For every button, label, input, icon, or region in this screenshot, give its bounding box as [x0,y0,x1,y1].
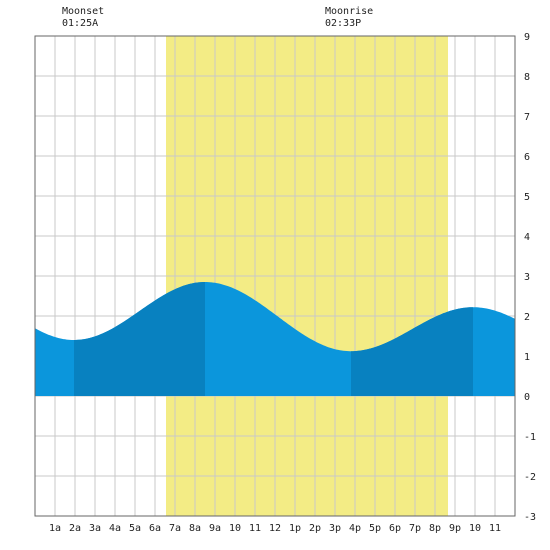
x-tick-label: 10 [229,523,241,534]
moonset-time: 01:25A [62,18,99,29]
y-tick-label: -3 [524,512,536,523]
x-tick-label: 11 [249,523,261,534]
moonset-title: Moonset [62,6,105,17]
x-tick-label: 6a [149,523,161,534]
x-tick-label: 3a [89,523,101,534]
x-tick-label: 7a [169,523,181,534]
x-tick-label: 4a [109,523,121,534]
y-tick-label: 9 [524,32,530,43]
x-tick-label: 9p [449,523,461,534]
y-tick-label: 0 [524,392,530,403]
y-tick-label: 8 [524,72,530,83]
y-tick-label: 7 [524,112,530,123]
y-tick-label: 2 [524,312,530,323]
x-tick-label: 5p [369,523,381,534]
x-tick-label: 2a [69,523,81,534]
x-tick-label: 8a [189,523,201,534]
tide-rising-band [351,307,473,396]
y-tick-label: 6 [524,152,530,163]
y-tick-label: 3 [524,272,530,283]
x-tick-label: 12 [269,523,281,534]
plot-frame [34,35,516,517]
x-tick-label: 6p [389,523,401,534]
y-tick-label: 1 [524,352,530,363]
moonrise-time: 02:33P [325,18,362,29]
y-tick-label: -1 [524,432,536,443]
y-tick-label: 4 [524,232,530,243]
x-tick-label: 11 [489,523,501,534]
y-tick-label: 5 [524,192,530,203]
x-tick-label: 1a [49,523,61,534]
y-tick-label: -2 [524,472,536,483]
x-tick-label: 7p [409,523,421,534]
x-tick-label: 10 [469,523,481,534]
x-tick-label: 9a [209,523,221,534]
x-tick-label: 4p [349,523,361,534]
moonrise-label: Moonrise 02:33P [325,6,373,30]
tide-rising-band [74,282,205,396]
x-tick-label: 3p [329,523,341,534]
x-tick-label: 1p [289,523,301,534]
x-tick-label: 2p [309,523,321,534]
moonset-label: Moonset 01:25A [62,6,104,30]
moonrise-title: Moonrise [325,6,374,17]
x-tick-label: 5a [129,523,141,534]
x-tick-label: 8p [429,523,441,534]
